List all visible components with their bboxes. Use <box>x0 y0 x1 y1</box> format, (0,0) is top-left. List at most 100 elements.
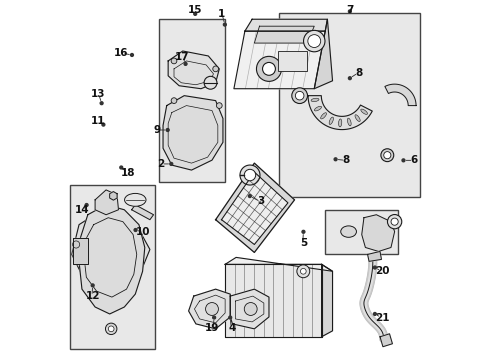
Polygon shape <box>307 96 371 130</box>
Text: 10: 10 <box>135 227 150 237</box>
Polygon shape <box>163 96 223 170</box>
Circle shape <box>373 312 376 315</box>
Text: 12: 12 <box>85 291 100 301</box>
Polygon shape <box>215 163 294 252</box>
Circle shape <box>262 62 275 75</box>
Text: 6: 6 <box>410 156 417 165</box>
Text: 8: 8 <box>342 156 349 165</box>
Circle shape <box>240 165 260 185</box>
Circle shape <box>100 102 103 105</box>
Text: 14: 14 <box>75 205 89 215</box>
Polygon shape <box>361 215 394 251</box>
Circle shape <box>390 218 397 225</box>
Circle shape <box>295 91 304 100</box>
Polygon shape <box>73 238 88 264</box>
Circle shape <box>166 129 169 131</box>
Circle shape <box>120 166 122 169</box>
Circle shape <box>105 323 117 334</box>
Polygon shape <box>95 190 118 215</box>
Circle shape <box>130 54 133 57</box>
Polygon shape <box>79 205 144 314</box>
Polygon shape <box>168 51 219 89</box>
Ellipse shape <box>340 226 356 237</box>
Ellipse shape <box>347 118 350 126</box>
Polygon shape <box>230 289 268 329</box>
Bar <box>277 51 306 71</box>
Ellipse shape <box>320 113 326 119</box>
Circle shape <box>307 35 320 48</box>
Circle shape <box>333 158 336 161</box>
Polygon shape <box>244 19 327 31</box>
Polygon shape <box>379 334 392 347</box>
Polygon shape <box>188 289 230 329</box>
Polygon shape <box>384 84 415 105</box>
Text: 9: 9 <box>153 125 160 135</box>
Text: 16: 16 <box>114 48 128 58</box>
Circle shape <box>91 284 94 287</box>
Polygon shape <box>367 251 381 261</box>
Circle shape <box>169 162 172 165</box>
Text: 2: 2 <box>157 159 164 169</box>
Circle shape <box>348 10 350 13</box>
Text: 13: 13 <box>91 89 105 99</box>
Text: 5: 5 <box>299 238 306 248</box>
Circle shape <box>72 241 80 248</box>
Ellipse shape <box>338 119 341 127</box>
Text: 20: 20 <box>374 266 388 276</box>
Ellipse shape <box>360 109 366 114</box>
Polygon shape <box>321 264 332 337</box>
Circle shape <box>102 123 104 126</box>
Text: 18: 18 <box>121 168 135 178</box>
Circle shape <box>193 13 196 15</box>
Polygon shape <box>314 19 332 89</box>
Circle shape <box>212 316 215 319</box>
Circle shape <box>205 302 218 315</box>
Circle shape <box>171 98 177 103</box>
Polygon shape <box>221 172 287 244</box>
Circle shape <box>171 58 177 64</box>
Circle shape <box>348 77 350 80</box>
Circle shape <box>108 326 114 332</box>
Bar <box>325 210 397 255</box>
Circle shape <box>383 152 390 159</box>
Ellipse shape <box>124 193 146 206</box>
Bar <box>69 185 155 349</box>
Circle shape <box>134 229 137 231</box>
Circle shape <box>203 76 217 89</box>
Circle shape <box>248 195 251 198</box>
Circle shape <box>85 203 88 206</box>
Circle shape <box>291 88 307 104</box>
Circle shape <box>373 266 376 269</box>
Circle shape <box>302 230 304 233</box>
Polygon shape <box>109 192 117 200</box>
Text: 7: 7 <box>346 5 353 15</box>
Text: 21: 21 <box>374 312 388 323</box>
Ellipse shape <box>310 98 318 102</box>
Polygon shape <box>254 26 314 43</box>
Circle shape <box>296 265 309 278</box>
Ellipse shape <box>354 115 360 122</box>
Circle shape <box>212 66 218 72</box>
Circle shape <box>228 316 231 319</box>
Text: 19: 19 <box>205 323 219 333</box>
Text: 17: 17 <box>174 52 189 62</box>
Polygon shape <box>224 264 321 337</box>
Bar <box>159 19 224 182</box>
Circle shape <box>184 63 186 65</box>
Circle shape <box>216 103 222 108</box>
Text: 15: 15 <box>187 5 202 15</box>
Circle shape <box>256 57 281 81</box>
Ellipse shape <box>314 106 321 111</box>
Circle shape <box>401 159 404 162</box>
Circle shape <box>380 149 393 162</box>
Polygon shape <box>72 210 150 289</box>
Polygon shape <box>233 31 325 89</box>
Text: 8: 8 <box>354 68 362 78</box>
Circle shape <box>244 302 257 315</box>
Ellipse shape <box>328 117 333 125</box>
Bar <box>279 13 419 197</box>
Circle shape <box>223 23 226 26</box>
Text: 4: 4 <box>228 323 235 333</box>
Text: 3: 3 <box>256 197 264 206</box>
Circle shape <box>300 269 305 274</box>
